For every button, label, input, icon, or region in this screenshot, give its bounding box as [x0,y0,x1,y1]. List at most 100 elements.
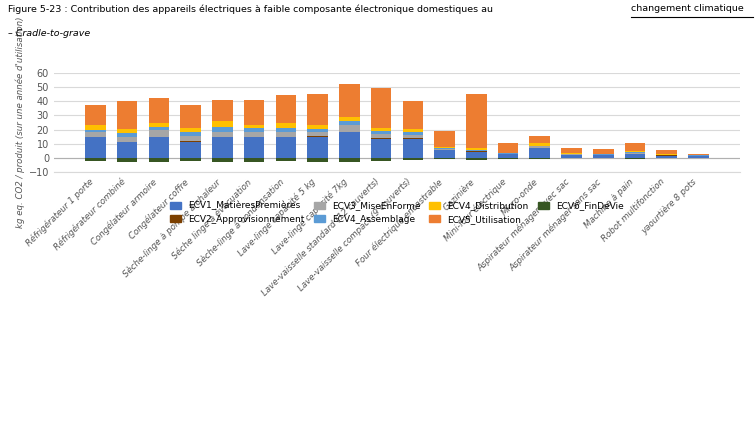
Bar [244,138,264,158]
Bar [276,137,296,138]
Bar [498,152,519,153]
Bar [402,101,423,129]
Bar [307,137,328,158]
Bar [149,158,169,162]
Bar [434,149,455,150]
Bar [244,128,264,132]
Bar [624,154,646,158]
Bar [656,151,677,154]
Bar [180,158,201,161]
Bar [307,132,328,136]
Bar [529,146,550,148]
Bar [244,100,264,125]
Bar [339,133,359,158]
Bar [85,133,106,137]
Text: – Cradle-to-grave: – Cradle-to-grave [8,29,90,38]
Bar [149,137,169,138]
Bar [276,128,296,132]
Bar [117,137,137,142]
Bar [371,88,391,128]
Bar [307,129,328,132]
Bar [402,132,423,134]
Bar [656,154,677,155]
Y-axis label: kg eq. CO2 / produit (sur une année d'utilisation): kg eq. CO2 / produit (sur une année d'ut… [15,17,24,228]
Bar [244,137,264,138]
Bar [212,121,233,127]
Bar [307,158,328,162]
Bar [180,133,201,136]
Bar [434,158,455,159]
Bar [529,143,550,146]
Bar [117,142,137,158]
Bar [276,123,296,128]
Bar [212,138,233,158]
Bar [212,127,233,132]
Bar [180,142,201,158]
Bar [149,98,169,123]
Bar [434,148,455,149]
Bar [371,158,391,161]
Bar [276,95,296,123]
Bar [85,158,106,161]
Bar [371,128,391,131]
Bar [434,150,455,158]
Bar [371,134,391,138]
Bar [402,138,423,139]
Bar [561,148,582,153]
Bar [149,138,169,158]
Bar [149,123,169,127]
Bar [149,130,169,137]
Bar [339,84,359,117]
Bar [529,136,550,143]
Bar [402,129,423,132]
Bar [212,100,233,121]
Bar [307,125,328,129]
Bar [117,133,137,137]
Bar [307,136,328,137]
Bar [149,127,169,130]
Bar [339,132,359,133]
Bar [466,158,487,159]
Bar [117,101,137,129]
Bar [117,158,137,162]
Bar [85,125,106,129]
Bar [180,105,201,128]
Bar [593,149,614,154]
Bar [529,148,550,158]
Bar [434,131,455,147]
Bar [466,94,487,148]
Bar [212,158,233,162]
Bar [561,153,582,154]
Bar [624,153,646,154]
Bar [276,138,296,158]
Bar [339,121,359,125]
Bar [339,125,359,132]
Legend: ECV1_MatièresPremières, ECV2_Approvisionnement, ECV3_MiseEnForme, ECV4_Assemblag: ECV1_MatièresPremières, ECV2_Approvision… [167,198,627,228]
Bar [339,158,359,162]
Bar [402,158,423,160]
Bar [624,143,646,151]
Bar [498,142,519,152]
Bar [402,134,423,138]
Bar [276,158,296,161]
Bar [85,105,106,125]
Bar [276,132,296,137]
Bar [307,94,328,125]
Bar [371,131,391,134]
Text: Figure 5-23 : Contribution des appareils électriques à faible composante électro: Figure 5-23 : Contribution des appareils… [8,4,495,14]
Bar [212,132,233,137]
Bar [402,139,423,158]
Bar [85,137,106,138]
Bar [180,128,201,133]
Bar [212,137,233,138]
Bar [498,154,519,158]
Bar [529,158,550,159]
Bar [593,155,614,158]
Bar [244,125,264,128]
Bar [624,151,646,152]
Bar [688,156,709,158]
Bar [244,132,264,137]
Bar [85,129,106,133]
Bar [117,129,137,133]
Bar [561,155,582,158]
